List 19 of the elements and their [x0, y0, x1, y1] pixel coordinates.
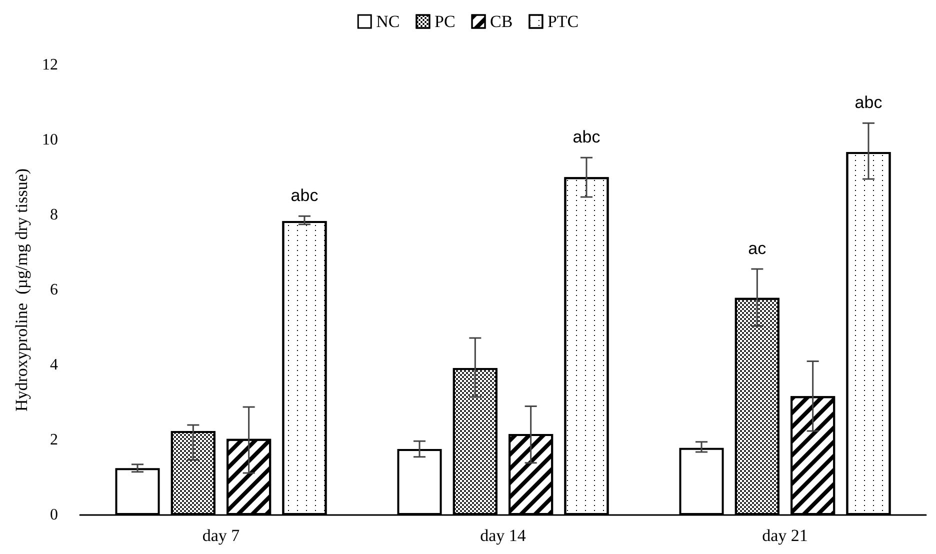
data-label: abc — [572, 128, 601, 147]
x-tick-label: day 14 — [480, 526, 526, 545]
legend-label: PC — [434, 12, 456, 31]
y-axis-title: Hydroxyproline (µg/mg dry tissue) — [12, 168, 31, 412]
data-label: abc — [854, 93, 883, 112]
y-tick-label: 12 — [42, 56, 58, 74]
legend-label: PTC — [547, 12, 579, 31]
y-tick-label: 6 — [50, 282, 58, 298]
data-label: ac — [748, 239, 767, 258]
y-tick-label: 0 — [50, 506, 58, 524]
legend-label: CB — [490, 12, 513, 31]
legend-label: NC — [376, 12, 400, 31]
y-tick-label: 8 — [50, 206, 58, 224]
y-tick-label: 4 — [50, 356, 58, 374]
y-tick-label: 2 — [50, 432, 58, 448]
x-tick-label: day 7 — [202, 526, 240, 545]
x-tick-label: day 21 — [762, 526, 808, 545]
y-tick-label: 10 — [42, 132, 58, 148]
data-label: abc — [290, 186, 319, 206]
